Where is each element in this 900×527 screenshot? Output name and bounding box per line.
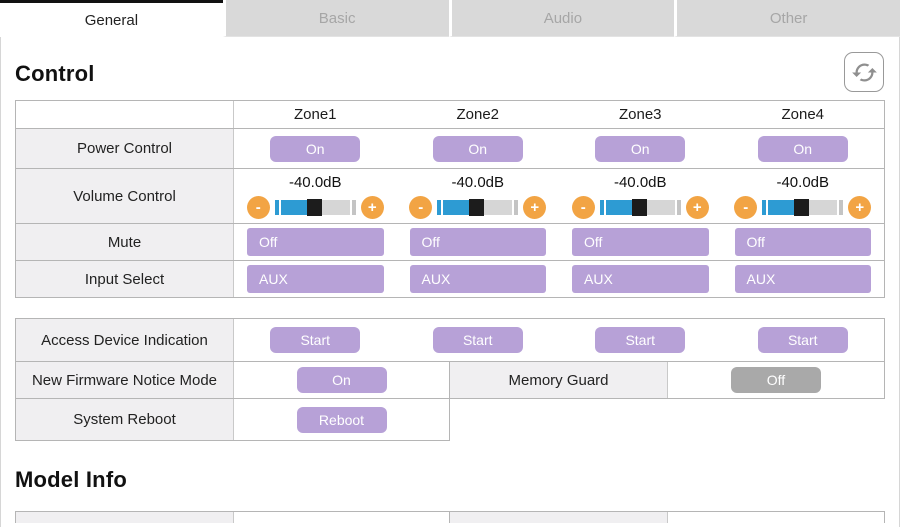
access-start-button-zone1[interactable]: Start: [270, 327, 361, 353]
firmware-notice-cellpair: New Firmware Notice Mode On: [15, 362, 450, 399]
model-info-section-title: Model Info: [15, 467, 127, 492]
slider-fill: [605, 199, 632, 215]
tab-basic[interactable]: Basic: [222, 0, 449, 37]
control-table: Zone1 Zone2 Zone3 Zone4 Power Control On…: [15, 100, 885, 298]
volume-value-zone3: -40.0dB: [613, 173, 667, 191]
slider-fill: [768, 199, 795, 215]
model-info-value-cell-2: [668, 512, 884, 523]
input-select-zone1[interactable]: AUX: [247, 265, 384, 293]
volume-value-zone1: -40.0dB: [288, 173, 342, 191]
model-info-value-cell-1: [234, 512, 450, 523]
slider-track-rest: [484, 199, 513, 215]
power-control-label: Power Control: [16, 129, 234, 168]
refresh-icon: [851, 59, 878, 86]
power-button-zone2[interactable]: On: [432, 135, 523, 162]
slider-handle[interactable]: [631, 198, 647, 216]
volume-slider-zone4[interactable]: [762, 198, 844, 216]
volume-minus-button-zone2[interactable]: -: [409, 195, 433, 219]
tab-audio[interactable]: Audio: [448, 0, 675, 37]
tab-bar: General Basic Audio Other: [0, 0, 900, 37]
slider-max-tick: [351, 199, 356, 215]
volume-value-zone2: -40.0dB: [451, 173, 505, 191]
mute-select-zone3[interactable]: Off: [572, 228, 709, 256]
slider-handle[interactable]: [469, 198, 485, 216]
access-start-button-zone2[interactable]: Start: [432, 327, 523, 353]
access-start-button-zone3[interactable]: Start: [595, 327, 686, 353]
volume-minus-button-zone4[interactable]: -: [734, 195, 758, 219]
mute-select-zone1[interactable]: Off: [247, 228, 384, 256]
zone-header-row: Zone1 Zone2 Zone3 Zone4: [16, 101, 884, 128]
power-control-row: Power Control On On On On: [16, 128, 884, 168]
volume-plus-button-zone2[interactable]: +: [523, 195, 547, 219]
volume-plus-button-zone4[interactable]: +: [848, 195, 872, 219]
slider-fill: [280, 199, 307, 215]
power-button-zone1[interactable]: On: [270, 135, 361, 162]
input-select-zone3[interactable]: AUX: [572, 265, 709, 293]
memory-guard-button[interactable]: Off: [731, 367, 821, 393]
system-reboot-row: System Reboot Reboot: [15, 399, 450, 441]
mute-row: Mute Off Off Off Off: [16, 223, 884, 260]
slider-fill: [443, 199, 470, 215]
slider-min-tick: [762, 199, 767, 215]
volume-value-zone4: -40.0dB: [776, 173, 830, 191]
zone3-header: Zone3: [618, 106, 662, 123]
volume-control-label: Volume Control: [16, 169, 234, 223]
volume-plus-button-zone1[interactable]: +: [360, 195, 384, 219]
slider-max-tick: [676, 199, 681, 215]
firmware-notice-button[interactable]: On: [296, 367, 387, 393]
firmware-memory-guard-row: New Firmware Notice Mode On Memory Guard…: [15, 362, 885, 399]
zone2-header: Zone2: [456, 106, 500, 123]
slider-handle[interactable]: [794, 198, 810, 216]
model-info-label-cell-1: [16, 512, 234, 523]
mute-select-zone2[interactable]: Off: [409, 228, 546, 256]
power-button-zone3[interactable]: On: [595, 135, 686, 162]
zone-header-spacer: [16, 101, 234, 128]
tab-general[interactable]: General: [0, 0, 223, 37]
slider-handle[interactable]: [306, 198, 322, 216]
input-select-label: Input Select: [16, 261, 234, 297]
input-select-row: Input Select AUX AUX AUX AUX: [16, 260, 884, 297]
refresh-button[interactable]: [844, 52, 884, 92]
tab-other-label: Other: [769, 9, 808, 27]
firmware-notice-label: New Firmware Notice Mode: [16, 362, 234, 398]
input-select-zone2[interactable]: AUX: [409, 265, 546, 293]
volume-slider-zone1[interactable]: [274, 198, 356, 216]
slider-track-rest: [646, 199, 675, 215]
zone4-header: Zone4: [781, 106, 825, 123]
access-device-indication-row: Access Device Indication Start Start Sta…: [15, 318, 885, 362]
slider-max-tick: [514, 199, 519, 215]
system-reboot-button[interactable]: Reboot: [296, 406, 387, 433]
volume-plus-button-zone3[interactable]: +: [685, 195, 709, 219]
slider-min-tick: [274, 199, 279, 215]
volume-minus-button-zone3[interactable]: -: [571, 195, 595, 219]
access-device-indication-label: Access Device Indication: [16, 319, 234, 361]
access-start-button-zone4[interactable]: Start: [757, 327, 848, 353]
tab-other[interactable]: Other: [674, 0, 900, 37]
mute-select-zone4[interactable]: Off: [734, 228, 871, 256]
model-info-table-partial: [15, 511, 885, 523]
memory-guard-cellpair: Memory Guard Off: [450, 362, 885, 399]
tab-basic-label: Basic: [318, 9, 356, 27]
slider-track-rest: [321, 199, 350, 215]
volume-control-row: Volume Control -40.0dB -: [16, 168, 884, 223]
power-button-zone4[interactable]: On: [757, 135, 848, 162]
tab-audio-label: Audio: [543, 9, 583, 27]
mute-label: Mute: [16, 224, 234, 260]
input-select-zone4[interactable]: AUX: [734, 265, 871, 293]
volume-slider-zone3[interactable]: [599, 198, 681, 216]
memory-guard-label: Memory Guard: [450, 362, 668, 398]
content-area: Control Zone1 Zone2 Zone3 Zone4: [0, 37, 900, 527]
tab-general-label: General: [84, 11, 139, 29]
model-info-label-cell-2: [450, 512, 668, 523]
slider-min-tick: [437, 199, 442, 215]
volume-minus-button-zone1[interactable]: -: [246, 195, 270, 219]
slider-max-tick: [839, 199, 844, 215]
slider-min-tick: [599, 199, 604, 215]
zone1-header: Zone1: [293, 106, 337, 123]
volume-slider-zone2[interactable]: [437, 198, 519, 216]
slider-track-rest: [809, 199, 838, 215]
control-section-title: Control: [15, 61, 95, 86]
system-reboot-label: System Reboot: [16, 399, 234, 440]
